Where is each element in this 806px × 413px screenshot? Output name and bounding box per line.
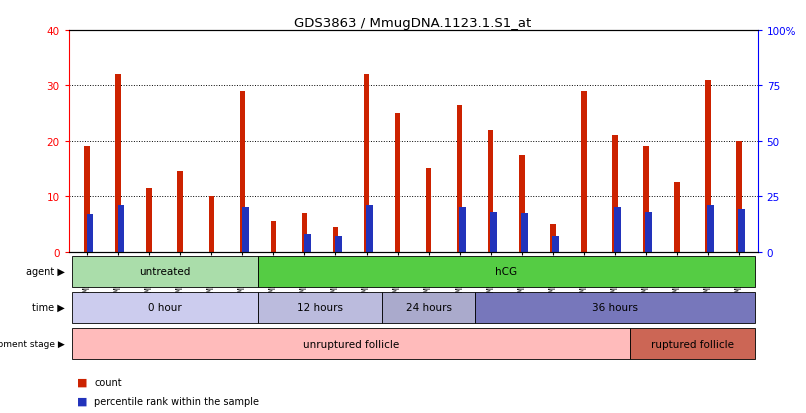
Bar [333,227,339,252]
Bar [366,206,372,252]
Bar [72,328,630,359]
Bar [271,221,276,252]
Text: 36 hours: 36 hours [592,302,638,313]
Bar [85,147,90,252]
Text: percentile rank within the sample: percentile rank within the sample [94,396,260,406]
Text: unruptured follicle: unruptured follicle [303,339,399,349]
Bar [334,237,342,252]
Bar [258,256,754,287]
Bar [118,206,124,252]
Bar [239,92,245,252]
Bar [177,172,183,252]
Bar [364,75,369,252]
Bar [476,292,754,323]
Bar [72,256,258,287]
Text: ■: ■ [77,377,87,387]
Text: 0 hour: 0 hour [147,302,181,313]
Bar [736,141,742,252]
Bar [488,131,493,252]
Bar [708,206,714,252]
Bar [209,197,214,252]
Bar [612,136,617,252]
Bar [552,237,559,252]
Bar [426,169,431,252]
Bar [304,234,310,252]
Text: untreated: untreated [139,266,190,277]
Bar [646,212,652,252]
Text: time ▶: time ▶ [31,302,64,313]
Bar [519,155,525,252]
Text: agent ▶: agent ▶ [26,266,64,277]
Bar [459,208,466,252]
Bar [301,213,307,252]
Bar [382,292,476,323]
Text: 24 hours: 24 hours [405,302,451,313]
Bar [147,188,152,252]
Bar [521,213,528,252]
Bar [72,292,258,323]
Text: ■: ■ [77,396,87,406]
Bar [490,212,496,252]
Bar [674,183,679,252]
Bar [457,106,463,252]
Text: count: count [94,377,122,387]
Bar [630,328,754,359]
Bar [86,214,93,252]
Bar [115,75,121,252]
Bar [614,208,621,252]
Bar [705,81,711,252]
Text: 12 hours: 12 hours [297,302,343,313]
Bar [258,292,382,323]
Bar [395,114,401,252]
Title: GDS3863 / MmugDNA.1123.1.S1_at: GDS3863 / MmugDNA.1123.1.S1_at [294,17,532,30]
Text: development stage ▶: development stage ▶ [0,339,64,348]
Bar [550,224,555,252]
Bar [581,92,587,252]
Bar [643,147,649,252]
Bar [738,210,746,252]
Bar [242,208,248,252]
Text: hCG: hCG [495,266,517,277]
Text: ruptured follicle: ruptured follicle [651,339,734,349]
